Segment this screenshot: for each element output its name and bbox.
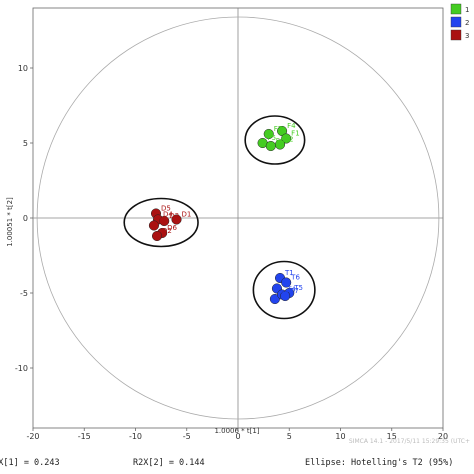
- cluster-ellipse-3: [123, 197, 199, 248]
- legend-label-3: 3: [465, 32, 469, 40]
- y-tick-label: 0: [23, 214, 28, 223]
- x-tick-label: 15: [387, 432, 397, 441]
- point-label-T4: T4: [286, 286, 296, 294]
- point-T2: [269, 293, 280, 305]
- x-tick-label: -5: [183, 432, 191, 441]
- point-T6: [281, 277, 292, 288]
- x-tick-label: 0: [235, 432, 240, 441]
- point-D1: [171, 214, 182, 225]
- footer-r2x-2: R2X[2] = 0.144: [133, 458, 205, 468]
- point-label-F6: F6: [276, 137, 285, 145]
- point-label-T6: T6: [290, 274, 300, 282]
- y-tick-label: 5: [23, 139, 28, 148]
- legend-label-2: 2: [465, 19, 469, 27]
- footer-r2x-1: R2X[1] = 0.243: [0, 458, 60, 468]
- legend-swatch-3: [450, 29, 462, 41]
- point-label-F2: F2: [285, 136, 293, 144]
- point-label-F5: F5: [268, 134, 276, 142]
- legend-swatch-1: [450, 3, 462, 15]
- legend-label-1: 1: [465, 6, 469, 14]
- point-label-D4: D4: [163, 211, 173, 219]
- footer-ellipse-note: Ellipse: Hotelling's T2 (95%): [305, 458, 453, 468]
- point-label-D3: D3: [169, 212, 179, 220]
- legend-swatch-2: [450, 16, 462, 28]
- point-label-D2: D2: [162, 227, 172, 235]
- y-axis-title: 1.00051 * t[2]: [6, 197, 14, 247]
- y-tick-label: -5: [20, 289, 28, 298]
- point-F6: [265, 140, 276, 152]
- point-T7: [280, 290, 291, 302]
- point-D7: [148, 220, 159, 231]
- hotelling-t2-ellipse: [36, 16, 440, 420]
- point-F7: [263, 128, 274, 140]
- point-label-D6: D6: [167, 224, 177, 232]
- point-F2: [274, 139, 286, 150]
- point-label-D7: D7: [159, 217, 169, 225]
- point-label-T7: T7: [289, 287, 299, 295]
- y-tick-label: 10: [18, 64, 28, 73]
- y-tick-label: -10: [15, 364, 28, 373]
- x-axis-title: 1.0006 * t[1]: [214, 427, 259, 435]
- cluster-ellipse-2: [252, 260, 316, 320]
- point-label-D1: D1: [182, 211, 192, 219]
- x-tick-label: -10: [129, 432, 142, 441]
- point-label-F4: F4: [287, 122, 296, 130]
- cluster-ellipse-1: [244, 115, 306, 165]
- point-D3: [159, 215, 170, 227]
- x-tick-label: -20: [26, 432, 39, 441]
- point-label-T5: T5: [293, 284, 303, 292]
- x-tick-label: -15: [78, 432, 91, 441]
- x-tick-label: 5: [287, 432, 292, 441]
- point-label-T2: T2: [279, 290, 289, 298]
- point-label-T3: T3: [281, 280, 291, 288]
- point-label-F7: F7: [274, 125, 282, 133]
- point-F1: [281, 133, 292, 144]
- x-tick-label: 10: [335, 432, 345, 441]
- point-label-D5: D5: [161, 205, 171, 213]
- watermark: SIMCA 14.1 - 2017/5/11 15:29:35 (UTC+: [349, 438, 470, 445]
- point-label-T1: T1: [284, 269, 294, 277]
- x-tick-label: 20: [438, 432, 448, 441]
- point-label-F1: F1: [291, 130, 299, 138]
- point-D2: [151, 230, 163, 242]
